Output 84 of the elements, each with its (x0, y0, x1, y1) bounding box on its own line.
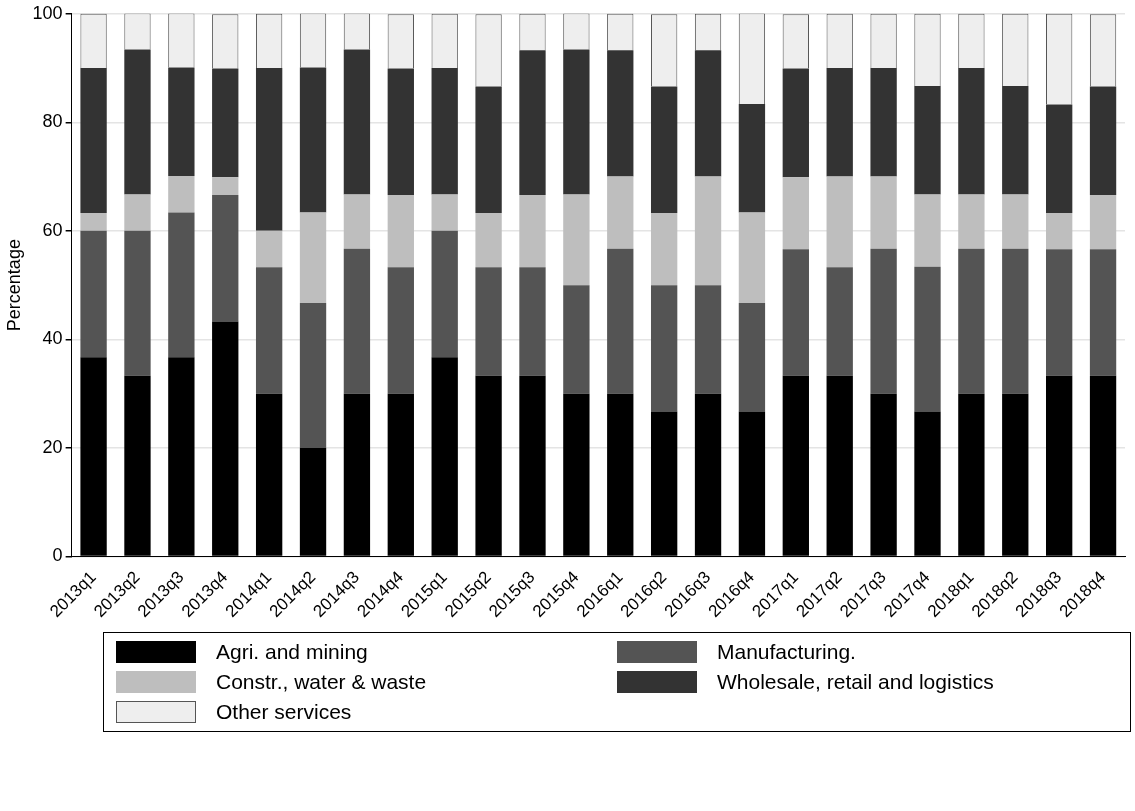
bar (519, 267, 546, 376)
bar (168, 176, 195, 213)
bar (958, 248, 985, 394)
bar (738, 303, 766, 412)
bar (914, 194, 941, 267)
bar (1089, 249, 1117, 376)
bar (431, 68, 458, 195)
bar (650, 212, 678, 286)
bar (782, 68, 809, 178)
bar (694, 176, 722, 286)
bar (1089, 195, 1117, 250)
bar (431, 194, 458, 231)
y-tick-label: 20 (42, 436, 63, 457)
bar (387, 68, 414, 196)
bar (255, 230, 283, 268)
bar (1002, 85, 1029, 195)
bar (1002, 194, 1029, 249)
y-tick-label: 40 (42, 328, 63, 349)
bar (431, 230, 458, 358)
bar (914, 85, 941, 195)
y-tick-label: 0 (52, 545, 63, 566)
bar (826, 267, 853, 376)
bar (782, 249, 809, 376)
bar (343, 194, 371, 249)
bar (782, 177, 809, 250)
bar (738, 103, 766, 213)
bar (299, 67, 327, 213)
bar (694, 50, 722, 177)
bar (475, 86, 502, 213)
bar (80, 212, 107, 231)
bar (387, 195, 414, 268)
bar (563, 49, 590, 195)
bar (826, 68, 853, 177)
bar (826, 176, 853, 268)
bar (168, 212, 195, 358)
bar (212, 177, 239, 196)
bar (212, 195, 239, 322)
bar (870, 248, 897, 394)
bar (870, 176, 897, 249)
bar (124, 230, 151, 376)
y-tick-label: 100 (32, 2, 63, 23)
bar (124, 194, 151, 231)
bar (958, 194, 985, 249)
y-tick-label: 80 (42, 111, 63, 132)
bar (563, 194, 590, 286)
bar (80, 68, 107, 213)
bar (343, 49, 371, 195)
bar (212, 68, 239, 178)
bar (870, 68, 897, 177)
bar (124, 49, 151, 195)
bar (607, 50, 634, 177)
y-tick-label: 60 (42, 219, 63, 240)
bar (650, 285, 678, 412)
y-axis-title: Percentage (3, 239, 24, 332)
bar (607, 176, 634, 249)
bar (738, 212, 766, 304)
bar (607, 248, 634, 394)
bar (475, 267, 502, 376)
bar (694, 285, 722, 394)
bar (958, 68, 985, 195)
legend-label: Constr., water & waste (216, 670, 427, 694)
bar (1046, 104, 1073, 213)
bar (563, 285, 590, 394)
bar (168, 67, 195, 177)
bar (299, 212, 327, 304)
bar (387, 267, 414, 394)
bar (519, 50, 546, 196)
legend-label: Other services (216, 700, 352, 724)
bar (343, 248, 371, 394)
legend-label: Manufacturing. (717, 640, 856, 664)
legend-label: Wholesale, retail and logistics (717, 670, 994, 694)
bar (80, 230, 107, 358)
bar (299, 303, 327, 448)
bar (255, 68, 283, 231)
bar (475, 212, 502, 268)
bar (914, 266, 941, 412)
bar (650, 86, 678, 213)
bar (1002, 248, 1029, 394)
bar (519, 195, 546, 268)
bar (255, 267, 283, 394)
legend-label: Agri. and mining (216, 640, 368, 664)
bar (1046, 249, 1073, 376)
bar (1089, 86, 1117, 196)
bar (1046, 212, 1073, 250)
